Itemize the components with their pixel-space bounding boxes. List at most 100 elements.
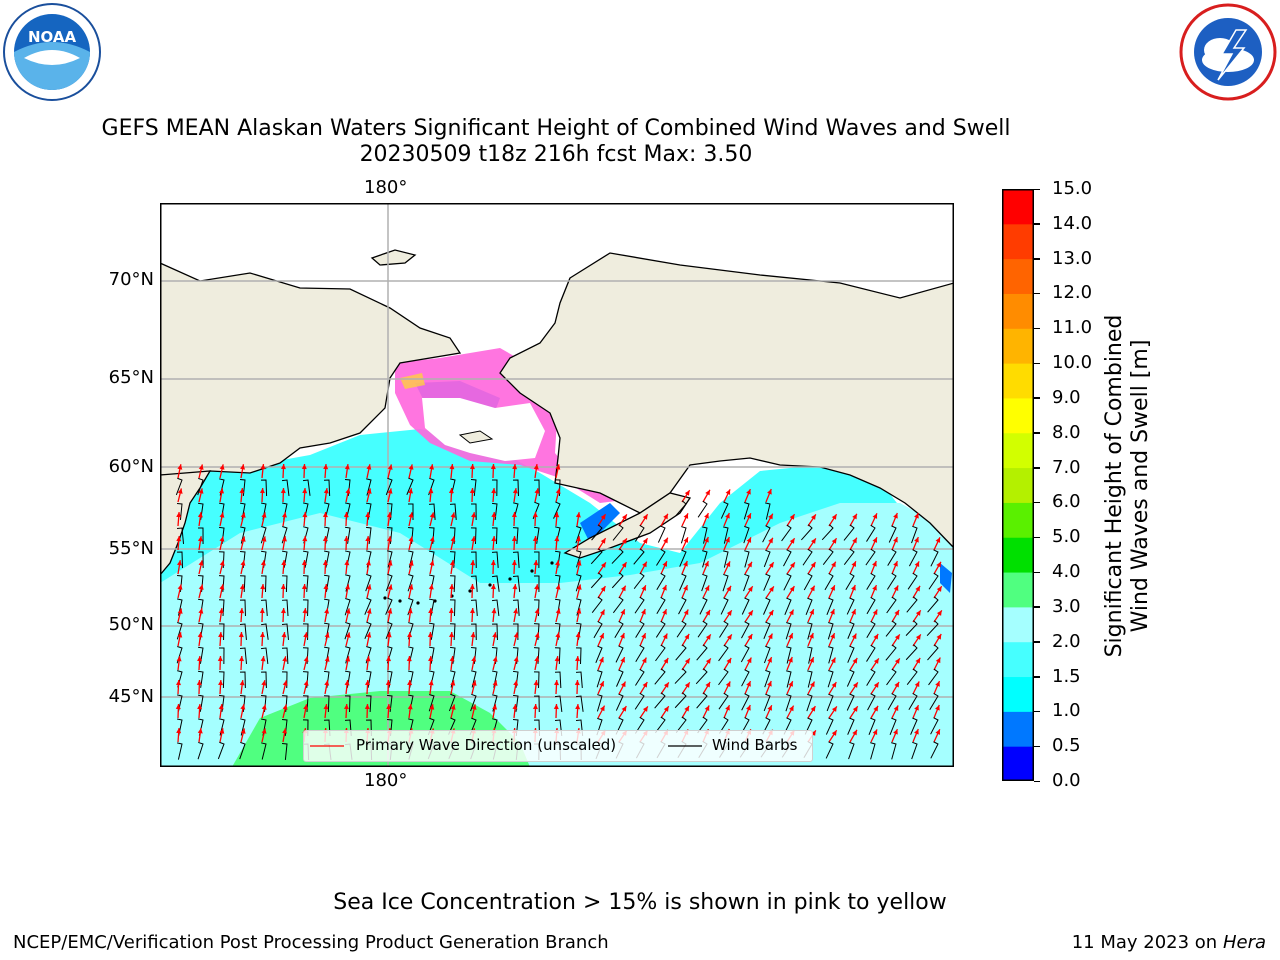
wave-direction-arrowhead [600, 586, 606, 592]
wave-direction-arrowhead [406, 656, 412, 662]
wave-direction-arrowhead [747, 586, 753, 592]
wind-barb [697, 500, 708, 518]
wind-barb [723, 550, 729, 568]
wind-barb [674, 692, 687, 709]
wave-direction-arrowhead [852, 537, 857, 544]
wave-direction-arrowhead [365, 680, 370, 686]
wave-direction-arrowhead [810, 562, 816, 568]
wind-barb [846, 669, 855, 687]
wind-barb [743, 502, 750, 520]
wave-direction-arrowhead [261, 704, 267, 710]
wave-direction-arrowhead [600, 562, 606, 568]
wave-direction-arrowhead [386, 656, 392, 662]
wave-direction-arrowhead [872, 561, 877, 567]
colorbar-segment [1002, 223, 1034, 260]
wave-direction-arrowhead [893, 513, 898, 519]
colorbar-segment [1002, 363, 1034, 399]
wave-direction-arrowhead [429, 560, 435, 566]
wave-direction-arrowhead [788, 609, 794, 616]
wind-barb [740, 717, 750, 735]
wind-barb [575, 695, 584, 712]
colorbar-tick-label: 8.0 [1052, 421, 1081, 443]
wind-barb [470, 575, 478, 592]
wind-barb [428, 598, 435, 616]
wave-direction-arrowhead [428, 656, 434, 662]
wave-direction-arrowhead [261, 680, 267, 686]
wave-direction-arrowhead [219, 512, 225, 518]
wave-direction-arrowhead [176, 728, 182, 734]
wind-barb [281, 599, 289, 617]
wave-direction-arrowhead [259, 632, 265, 638]
wind-barb [491, 551, 499, 568]
wave-direction-arrowhead [176, 656, 182, 662]
footer-date-text: 11 May 2023 on [1071, 932, 1218, 953]
wave-direction-arrowhead [852, 682, 858, 688]
wind-barb [911, 525, 918, 544]
wave-direction-arrowhead [492, 656, 498, 662]
wave-direction-arrowhead [831, 682, 837, 688]
wind-barb [927, 644, 939, 661]
wave-direction-arrowhead [323, 464, 329, 470]
colorbar-tick-label: 11.0 [1052, 317, 1093, 339]
wind-barb [905, 644, 918, 661]
wind-barbs-legend-label: Wind Barbs [712, 736, 798, 754]
wave-direction-arrowhead [280, 488, 286, 494]
wind-barb [718, 716, 729, 734]
wave-direction-arrowhead [301, 584, 307, 590]
wave-direction-arrowhead [449, 464, 455, 470]
wave-direction-arrowhead [575, 512, 581, 518]
wind-barb [826, 693, 834, 712]
wave-direction-arrowhead [240, 464, 246, 470]
wave-direction-arrowhead [198, 464, 204, 470]
wind-barb [655, 620, 666, 638]
wave-direction-arrowhead [176, 536, 182, 542]
wind-barb [176, 622, 183, 640]
wind-barb [907, 572, 918, 590]
wave-direction-arrowhead [725, 513, 730, 519]
wind-barb [512, 599, 520, 616]
wave-direction-arrowhead [894, 609, 900, 616]
wave-direction-arrowhead [683, 561, 688, 567]
wind-barb [302, 599, 309, 617]
wave-direction-arrowhead [810, 585, 815, 592]
colorbar-tick-label: 10.0 [1052, 352, 1093, 374]
wave-direction-arrowhead [746, 489, 751, 495]
wave-direction-arrowhead [620, 657, 625, 663]
wave-direction-arrowhead [177, 488, 183, 494]
wave-direction-arrowhead [344, 680, 350, 686]
wind-barb [827, 622, 834, 640]
wave-direction-arrowhead [322, 536, 328, 542]
wind-barb [448, 717, 456, 735]
wave-direction-arrowhead [429, 464, 435, 470]
wave-direction-arrowhead [387, 464, 393, 470]
wind-barb [427, 717, 435, 736]
wind-barb [302, 623, 309, 641]
wind-barb [635, 644, 645, 662]
colorbar-tick-mark [1034, 606, 1040, 608]
wave-direction-arrowhead [365, 512, 371, 518]
sea-ice-note: Sea Ice Concentration > 15% is shown in … [333, 890, 947, 915]
wave-direction-arrowhead [935, 705, 940, 711]
wave-direction-arrowhead [449, 584, 455, 590]
wave-direction-arrowhead [705, 489, 710, 496]
wind-barb [323, 550, 330, 568]
wind-barb [846, 693, 855, 711]
wind-barb [678, 597, 687, 615]
wind-barb [407, 573, 414, 592]
wave-direction-arrowhead [512, 488, 518, 494]
wave-direction-arrowhead [512, 704, 518, 710]
wave-direction-arrowhead [429, 512, 435, 518]
wave-direction-arrowhead [705, 658, 711, 664]
wind-barb [803, 573, 813, 591]
wind-barb [302, 695, 309, 713]
wave-direction-arrowhead [322, 560, 328, 566]
wave-direction-arrowhead [621, 706, 627, 712]
wave-direction-arrowhead [915, 585, 921, 592]
colorbar-tick-label: 0.5 [1052, 735, 1081, 757]
wave-direction-arrowhead [830, 585, 835, 591]
wave-direction-arrowhead [343, 512, 349, 518]
wind-barb [261, 742, 267, 760]
wind-barb [197, 694, 204, 712]
wave-direction-arrowhead [704, 561, 709, 567]
wave-direction-arrowhead [366, 464, 372, 470]
